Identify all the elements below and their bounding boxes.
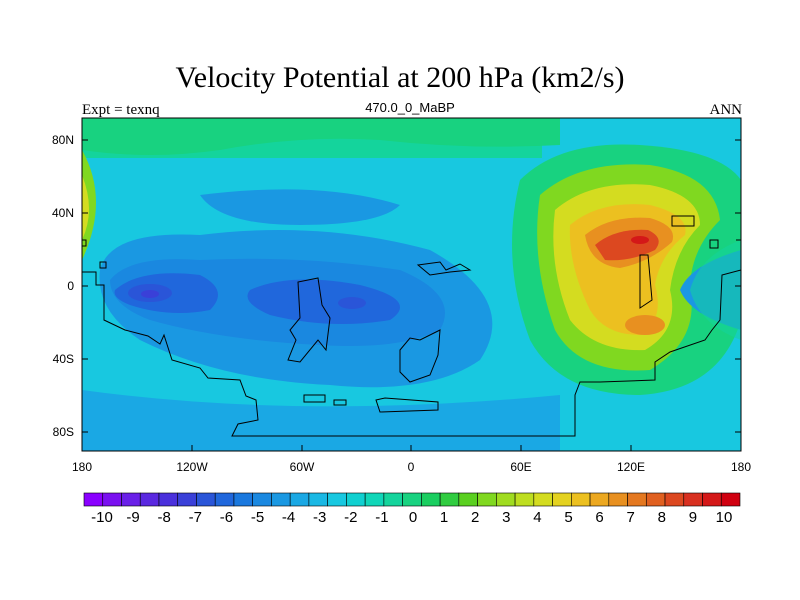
colorbar-label: 7 xyxy=(626,509,635,526)
colorbar-box xyxy=(121,492,141,507)
coastline-islands xyxy=(303,394,347,406)
colorbar-box xyxy=(683,492,703,507)
colorbar-box xyxy=(496,492,516,507)
colorbar-box xyxy=(571,492,591,507)
colorbar-label: 6 xyxy=(595,509,604,526)
colorbar-label: -5 xyxy=(250,509,265,526)
season-label: ANN xyxy=(709,102,743,118)
colorbar-box xyxy=(327,492,347,507)
colorbar-box xyxy=(421,492,441,507)
colorbar-box xyxy=(477,492,497,507)
coastline-south xyxy=(82,269,741,437)
colorbar-box xyxy=(271,492,291,507)
colorbar-box xyxy=(720,492,741,507)
colorbar-box xyxy=(196,492,216,507)
coastline-mediterranean xyxy=(416,261,472,276)
colorbar-label: -4 xyxy=(281,509,296,526)
colorbar-box xyxy=(102,492,122,507)
colorbar-label: -7 xyxy=(188,509,202,526)
colorbar-box xyxy=(702,492,722,507)
x-tick-label-120e: 120E xyxy=(616,460,646,474)
y-tick-label-80s: 80S xyxy=(52,425,74,439)
colorbar-label: -8 xyxy=(157,509,171,526)
colorbar-box xyxy=(139,492,160,507)
colorbar-box xyxy=(308,492,328,507)
y-tick-label-40s: 40S xyxy=(52,352,74,366)
colorbar-box xyxy=(627,492,647,507)
colorbar-label: -2 xyxy=(344,509,358,526)
colorbar-label: 1 xyxy=(439,509,449,526)
colorbar-box xyxy=(252,492,272,507)
colorbar-box xyxy=(552,492,572,507)
colorbar-label: 5 xyxy=(564,509,573,526)
colorbar-label: -10 xyxy=(91,509,113,526)
colorbar-label: -6 xyxy=(219,509,234,526)
colorbar-box xyxy=(158,492,179,507)
field-east-lobe-edge xyxy=(690,240,741,340)
x-tick-marks xyxy=(81,445,742,451)
colorbar-box xyxy=(177,492,197,507)
colorbar-box xyxy=(533,492,553,507)
colorbar-label: -9 xyxy=(126,509,140,526)
field-central-core xyxy=(338,297,366,309)
colorbar-box xyxy=(83,492,104,507)
field-west-edge-inner xyxy=(82,175,89,240)
colorbar-box xyxy=(402,492,422,507)
chart-title: Velocity Potential at 200 hPa (km2/s) xyxy=(175,61,625,94)
contour-field xyxy=(82,118,741,451)
field-north-blue xyxy=(200,189,400,225)
coastlines xyxy=(82,215,741,437)
y-tick-label-eq: 0 xyxy=(67,279,74,293)
colorbar-label: 0 xyxy=(408,509,418,526)
colorbar-box xyxy=(383,492,403,507)
experiment-label: Expt = texnq xyxy=(82,102,160,118)
coastline-antarctic-shelf xyxy=(375,397,439,413)
colorbar-box xyxy=(589,492,610,507)
field-east-secondary xyxy=(625,315,665,335)
coastline-north-islands xyxy=(671,215,741,249)
colorbar-box xyxy=(645,492,666,507)
colorbar-label: 10 xyxy=(715,509,733,526)
colorbar-box xyxy=(233,492,253,507)
coastline-east-asia xyxy=(639,254,653,309)
field-west-core-inner xyxy=(141,290,159,298)
field-east-max xyxy=(631,236,649,244)
colorbar-box xyxy=(439,492,460,507)
colorbar-label: 3 xyxy=(502,509,511,526)
colorbar-label: 2 xyxy=(471,509,480,526)
field-north-green xyxy=(82,118,560,155)
x-tick-label-60e: 60E xyxy=(510,460,532,474)
coastline-small-islands xyxy=(82,239,107,269)
colorbar-box xyxy=(458,492,478,507)
y-tick-label-80n: 80N xyxy=(51,133,74,147)
colorbar-box xyxy=(514,492,535,507)
time-label: 470.0_0_MaBP xyxy=(365,100,455,115)
y-tick-label-40n: 40N xyxy=(51,206,74,220)
x-tick-label-180w: 180 xyxy=(71,460,93,474)
colorbar-box xyxy=(289,492,310,507)
colorbar-label: 4 xyxy=(533,509,542,526)
colorbar-box xyxy=(346,492,366,507)
colorbar xyxy=(83,492,741,507)
colorbar-label: -1 xyxy=(375,509,389,526)
colorbar-label: -3 xyxy=(313,509,327,526)
field-central-low xyxy=(247,279,400,324)
x-tick-label-60w: 60W xyxy=(289,460,315,474)
coastline-south-america xyxy=(287,277,331,363)
y-tick-marks xyxy=(82,139,741,433)
x-tick-label-180e: 180 xyxy=(730,460,752,474)
colorbar-box xyxy=(664,492,685,507)
colorbar-label: 8 xyxy=(657,509,666,526)
colorbar-box xyxy=(608,492,628,507)
colorbar-box xyxy=(214,492,235,507)
x-tick-label-0: 0 xyxy=(407,460,415,474)
x-tick-label-120w: 120W xyxy=(176,460,208,474)
coastline-africa-south xyxy=(399,329,441,383)
field-west-edge xyxy=(82,150,96,260)
colorbar-label: 9 xyxy=(688,509,698,526)
colorbar-box xyxy=(364,492,385,507)
